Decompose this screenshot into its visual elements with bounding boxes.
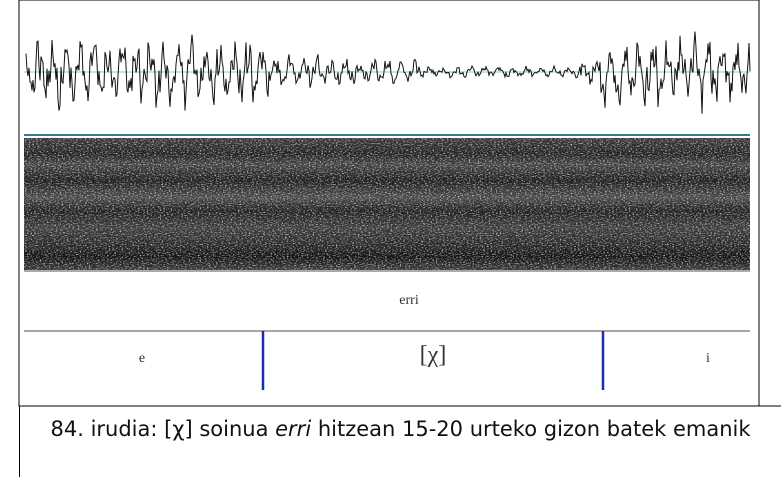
caption-emphasis: erri [275,417,312,441]
word-label: erri [399,293,419,308]
segment-label: [χ] [420,342,447,368]
segment-label: i [706,351,710,366]
caption-text: 84. irudia: [χ] soinua [50,417,276,441]
caption-text: hitzean 15-20 urteko gizon batek emanik [311,417,751,441]
figure: erri e [χ] i [18,0,781,407]
caption: 84. irudia: [χ] soinua erri hitzean 15-2… [19,406,781,477]
waveform [25,31,751,114]
spectrogram-noise [24,138,750,270]
segment-label: e [139,351,145,366]
